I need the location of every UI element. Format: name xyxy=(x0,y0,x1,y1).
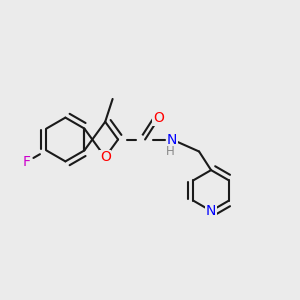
Text: F: F xyxy=(23,155,31,169)
Text: O: O xyxy=(100,150,111,164)
Text: H: H xyxy=(166,145,175,158)
Text: O: O xyxy=(153,112,164,125)
Text: N: N xyxy=(206,204,216,218)
Text: N: N xyxy=(167,133,177,146)
